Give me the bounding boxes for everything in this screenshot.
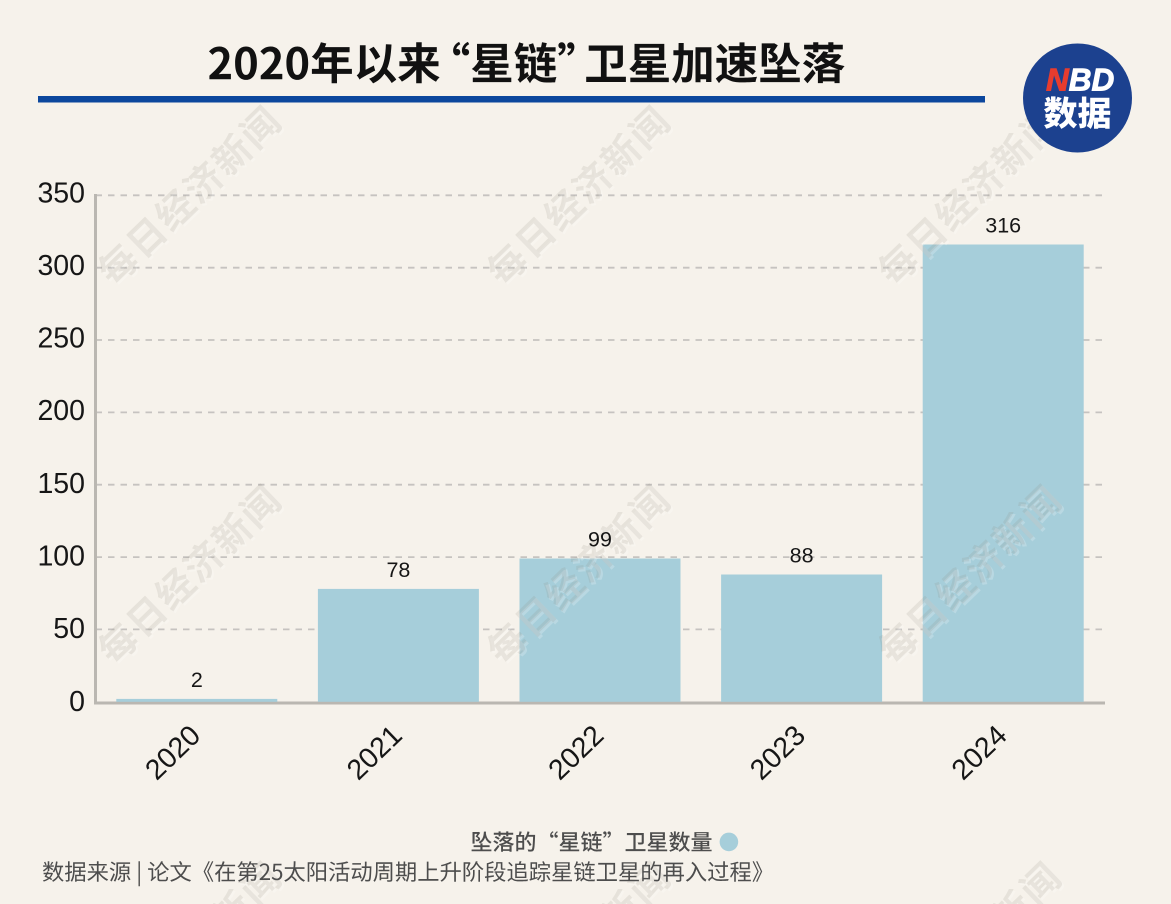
svg-text:2: 2 — [191, 668, 203, 692]
svg-text:78: 78 — [386, 558, 410, 582]
svg-text:100: 100 — [37, 541, 85, 573]
svg-text:300: 300 — [37, 250, 85, 282]
svg-text:200: 200 — [37, 395, 85, 427]
svg-text:150: 150 — [37, 468, 85, 500]
svg-text:250: 250 — [37, 323, 85, 355]
svg-text:88: 88 — [790, 544, 814, 568]
svg-text:99: 99 — [588, 528, 612, 552]
svg-text:0: 0 — [69, 686, 85, 718]
svg-text:316: 316 — [985, 214, 1021, 238]
svg-text:50: 50 — [53, 613, 85, 645]
svg-text:350: 350 — [37, 177, 85, 209]
